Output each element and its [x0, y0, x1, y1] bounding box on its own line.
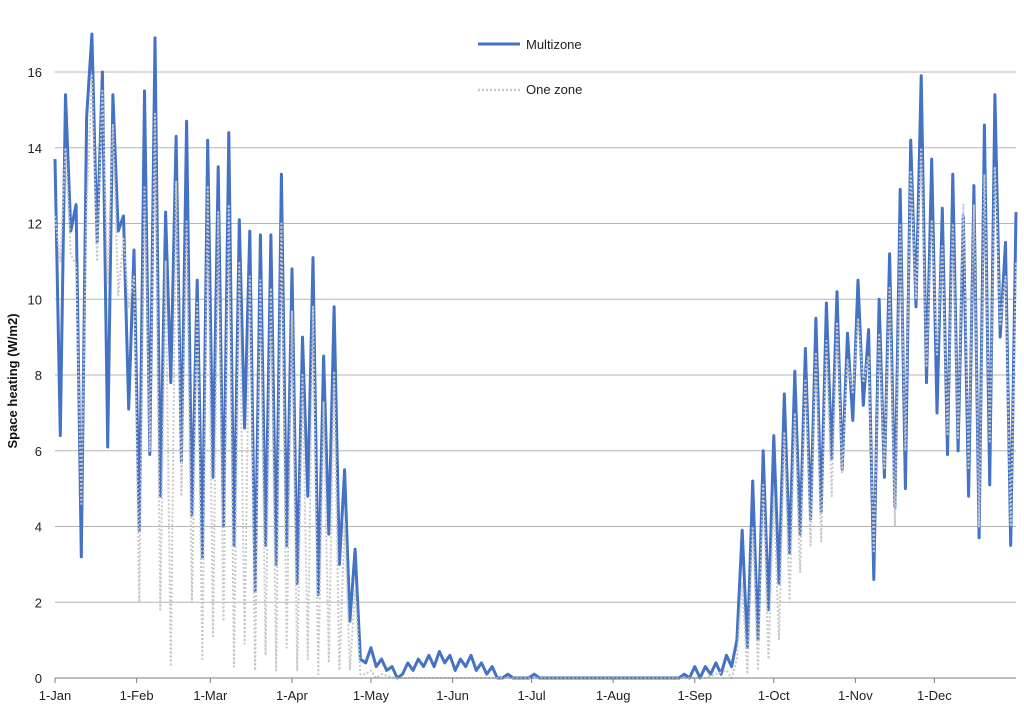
x-tick-label: 1-Apr	[276, 688, 308, 703]
x-tick-label: 1-Oct	[758, 688, 790, 703]
y-tick-label: 2	[35, 595, 42, 610]
y-tick-label: 4	[35, 520, 42, 535]
x-tick-label: 1-Jan	[39, 688, 72, 703]
y-tick-label: 8	[35, 368, 42, 383]
x-tick-label: 1-Jun	[436, 688, 469, 703]
x-tick-label: 1-Nov	[838, 688, 873, 703]
x-tick-label: 1-Mar	[193, 688, 228, 703]
x-tick-label: 1-Jul	[517, 688, 545, 703]
legend-label-one-zone: One zone	[526, 82, 582, 97]
y-tick-label: 6	[35, 444, 42, 459]
x-tick-label: 1-Feb	[120, 688, 154, 703]
y-tick-label: 0	[35, 671, 42, 686]
x-tick-label: 1-May	[353, 688, 390, 703]
y-axis-title: Space heating (W/m2)	[5, 313, 20, 448]
y-tick-label: 10	[28, 292, 42, 307]
series-layer	[53, 32, 1018, 680]
x-tick-label: 1-Aug	[596, 688, 631, 703]
x-axis-ticks: 1-Jan 1-Feb 1-Mar 1-Apr 1-May 1-Jun 1-Jul 1-Aug…	[39, 678, 952, 703]
x-tick-label: 1-Sep	[677, 688, 712, 703]
y-tick-label: 16	[28, 65, 42, 80]
series-line-multizone	[53, 32, 1018, 680]
x-tick-label: 1-Dec	[917, 688, 952, 703]
y-tick-label: 14	[28, 141, 42, 156]
legend: Multizone One zone	[478, 37, 582, 97]
y-tick-label: 12	[28, 217, 42, 232]
legend-label-multizone: Multizone	[526, 37, 582, 52]
y-axis-ticks: 0 2 4 6 8 10 12 14 16	[28, 65, 42, 686]
